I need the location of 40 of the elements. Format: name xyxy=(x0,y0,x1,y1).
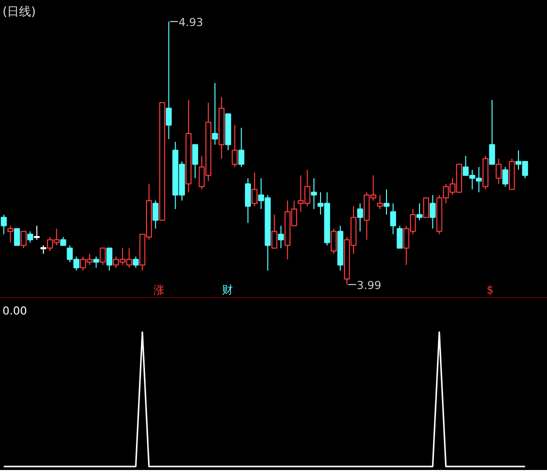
candlestick xyxy=(14,228,20,246)
candlestick xyxy=(396,225,403,249)
candlestick xyxy=(212,82,218,146)
candlestick xyxy=(244,178,251,224)
candlestick xyxy=(430,194,436,230)
candlestick xyxy=(330,228,337,254)
candlestick xyxy=(100,248,106,266)
candlestick xyxy=(376,194,383,210)
annotation: 3.99 xyxy=(356,279,382,292)
chart-title: (日线) xyxy=(2,4,36,18)
candlestick xyxy=(502,166,508,188)
annotation: 财 xyxy=(222,284,234,296)
candlestick xyxy=(132,256,139,268)
candlestick xyxy=(192,144,198,179)
candlestick xyxy=(278,225,284,249)
candlestick xyxy=(496,158,502,184)
candlestick xyxy=(416,202,422,221)
candlestick xyxy=(357,202,364,232)
candlestick xyxy=(489,99,496,165)
candlestick xyxy=(27,230,34,244)
annotation: 涨 xyxy=(154,284,165,296)
annotation: $ xyxy=(486,284,494,296)
candlestick xyxy=(0,214,7,235)
candlestick xyxy=(93,256,100,268)
candlestick xyxy=(20,230,27,249)
candlestick xyxy=(310,178,317,210)
candlestick xyxy=(252,172,258,207)
candlestick xyxy=(7,225,14,244)
annotation: 4.93 xyxy=(178,16,204,30)
candlestick xyxy=(390,202,396,235)
chart-subtitle: 0.00 xyxy=(2,304,27,318)
candlestick xyxy=(152,200,159,230)
candlestick xyxy=(271,214,278,249)
candlestick xyxy=(106,248,112,272)
candlestick xyxy=(423,197,430,218)
candlestick xyxy=(384,188,390,216)
candlestick xyxy=(238,127,244,168)
candlestick xyxy=(232,124,238,168)
candlestick xyxy=(166,21,172,140)
candlestick xyxy=(34,225,40,240)
